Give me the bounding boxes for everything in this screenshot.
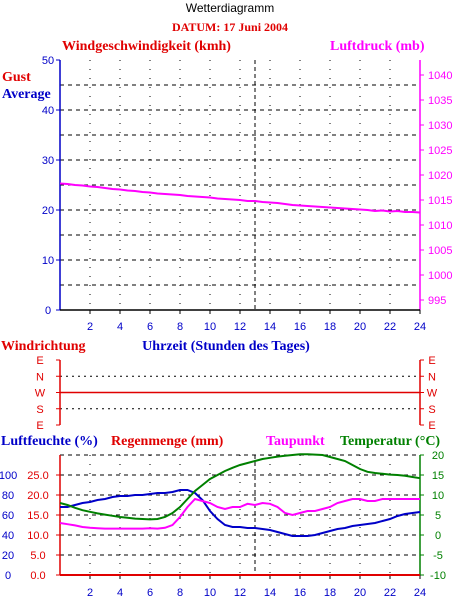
panel1-grid [59, 60, 421, 311]
right-tick-label: 1005 [428, 245, 452, 257]
series-temperature [59, 453, 421, 521]
right-tick-label: 995 [428, 295, 446, 307]
direction-label-left: S [36, 404, 43, 416]
x-tick-label: 12 [234, 321, 246, 333]
pressure-title: Luftdruck (mb) [330, 39, 425, 54]
x-tick-label: 18 [324, 587, 336, 599]
x-tick-label: 24 [414, 587, 426, 599]
right-tick-label: 1015 [428, 195, 452, 207]
rain-tick-label: 25.0 [27, 470, 48, 482]
humidity-title: Luftfeuchte (%) [1, 434, 98, 449]
x-tick-label: 2 [87, 587, 93, 599]
legend-gust: Gust [2, 70, 31, 85]
direction-label-right: S [428, 404, 435, 416]
panel3-grid [59, 454, 421, 576]
x-tick-label: 22 [384, 587, 396, 599]
x-tick-label: 6 [147, 321, 153, 333]
panel1-series [59, 182, 421, 214]
x-tick-label: 20 [354, 587, 366, 599]
x-tick-label: 10 [204, 587, 216, 599]
x-tick-label: 8 [177, 321, 183, 333]
direction-label-left: E [36, 355, 43, 367]
humidity-tick-label: 100 [0, 470, 17, 482]
temperature-title: Temperatur (°C) [340, 434, 440, 449]
direction-label-left: N [36, 371, 44, 383]
rain-title: Regenmenge (mm) [111, 434, 224, 449]
panel3-series [59, 453, 421, 576]
diagram-date: DATUM: 17 Juni 2004 [172, 20, 288, 34]
left-tick-label: 10 [42, 255, 54, 267]
temp-tick-label: 0 [435, 530, 441, 542]
right-tick-label: 1035 [428, 95, 452, 107]
diagram-title: Wetterdiagramm [186, 1, 274, 15]
x-tick-label: 2 [87, 321, 93, 333]
x-tick-label: 20 [354, 321, 366, 333]
x-tick-label: 10 [204, 321, 216, 333]
direction-label-right: E [428, 420, 435, 432]
panel1-ticks: 0102030405099510001005101010151020102510… [42, 55, 453, 333]
x-tick-label: 22 [384, 321, 396, 333]
x-tick-label: 4 [117, 321, 123, 333]
x-tick-label: 16 [294, 321, 306, 333]
rain-tick-label: 0.0 [30, 570, 45, 582]
left-tick-label: 20 [42, 205, 54, 217]
x-tick-label: 8 [177, 587, 183, 599]
humidity-tick-label: 0 [5, 570, 11, 582]
x-tick-label: 12 [234, 587, 246, 599]
rain-tick-label: 10.0 [27, 530, 48, 542]
x-tick-label: 18 [324, 321, 336, 333]
wind-speed-title: Windgeschwindigkeit (kmh) [62, 39, 231, 54]
left-tick-label: 50 [42, 55, 54, 67]
legend-average: Average [2, 87, 51, 102]
left-tick-label: 40 [42, 105, 54, 117]
humidity-tick-label: 80 [2, 490, 14, 502]
right-tick-label: 1040 [428, 70, 452, 82]
panel3-ticks: 0 20 40 60 80 100 0.0 5.0 10.0 15.0 20.0 25.0 -10 -5 0… [0, 450, 446, 599]
temp-tick-label: 20 [432, 450, 444, 462]
right-tick-label: 1030 [428, 120, 452, 132]
temp-tick-label: 15 [432, 470, 444, 482]
right-tick-label: 1010 [428, 220, 452, 232]
direction-label-left: E [36, 420, 43, 432]
right-tick-label: 1025 [428, 145, 452, 157]
panel2: E ES SW WN NE E [35, 355, 438, 432]
wind-direction-title: Windrichtung [1, 339, 86, 354]
humidity-tick-label: 40 [2, 530, 14, 542]
x-tick-label: 16 [294, 587, 306, 599]
direction-label-right: N [428, 371, 436, 383]
temp-tick-label: -5 [433, 550, 443, 562]
temp-tick-label: 5 [435, 510, 441, 522]
left-tick-label: 30 [42, 155, 54, 167]
series-pressure [59, 182, 421, 214]
direction-label-left: W [35, 388, 46, 400]
x-tick-label: 14 [264, 587, 276, 599]
dewpoint-title: Taupunkt [266, 434, 325, 449]
x-tick-label: 4 [117, 587, 123, 599]
rain-tick-label: 20.0 [27, 490, 48, 502]
series-dewpoint [59, 497, 420, 530]
x-tick-label: 24 [414, 321, 426, 333]
time-axis-title: Uhrzeit (Stunden des Tages) [142, 339, 310, 354]
right-tick-label: 1000 [428, 270, 452, 282]
left-tick-label: 0 [45, 305, 51, 317]
direction-label-right: W [427, 388, 438, 400]
x-tick-label: 14 [264, 321, 276, 333]
x-tick-label: 6 [147, 587, 153, 599]
humidity-tick-label: 20 [2, 550, 14, 562]
right-tick-label: 1020 [428, 170, 452, 182]
temp-tick-label: -10 [430, 570, 446, 582]
temp-tick-label: 10 [432, 490, 444, 502]
humidity-tick-label: 60 [2, 510, 14, 522]
direction-label-right: E [428, 355, 435, 367]
series-humidity [60, 489, 421, 537]
rain-tick-label: 5.0 [30, 550, 45, 562]
rain-tick-label: 15.0 [27, 510, 48, 522]
